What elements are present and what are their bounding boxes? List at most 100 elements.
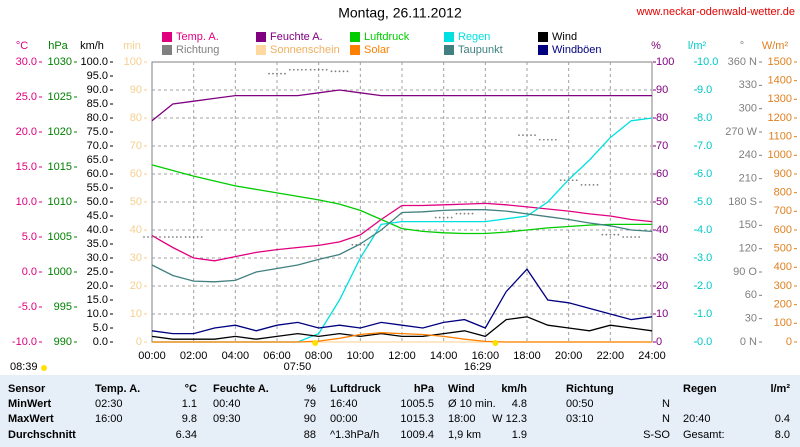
legend-label: Windböen xyxy=(552,44,602,56)
direction-dot xyxy=(567,179,570,182)
table-cell: Sensor xyxy=(8,383,46,395)
axis-unit: W/m² xyxy=(762,40,789,52)
direction-dot xyxy=(288,68,291,71)
table-cell: 16:40 xyxy=(330,398,358,410)
y-tick-label: 200 xyxy=(774,299,792,311)
y-tick-label: 600 xyxy=(774,224,792,236)
table-cell: l/m² xyxy=(770,383,790,395)
direction-dot xyxy=(450,216,453,219)
y-tick-label: 0 xyxy=(786,336,792,348)
direction-dot xyxy=(334,70,337,73)
y-tick-label: 60 xyxy=(130,168,142,180)
direction-dot xyxy=(147,236,149,238)
y-tick-label: 90 xyxy=(130,84,142,96)
y-tick-label: 30 xyxy=(130,252,142,264)
table-cell: MinWert xyxy=(8,398,52,410)
table-cell: 8.0 xyxy=(775,429,790,441)
table-cell: 6.34 xyxy=(176,429,197,441)
legend-swatch xyxy=(256,32,266,42)
table-cell: N xyxy=(662,413,670,425)
y-tick-label: -5.0 xyxy=(18,301,37,313)
axis-unit: hPa xyxy=(48,40,68,52)
y-tick-label: 300 xyxy=(774,280,792,292)
sun-duration: 08:39 xyxy=(10,361,38,373)
direction-dot xyxy=(167,236,170,238)
legend-swatch xyxy=(350,32,360,42)
y-tick-label: 20 xyxy=(656,280,668,292)
direction-dot xyxy=(609,233,612,236)
y-tick-label: 5.0 xyxy=(697,196,712,208)
y-tick-label: 2.0 xyxy=(697,280,712,292)
sun-label: 16:29 xyxy=(464,361,492,373)
table-cell: 02:30 xyxy=(95,398,123,410)
y-tick-label: 10 xyxy=(656,308,668,320)
y-tick-label: 30 xyxy=(656,252,668,264)
y-tick-label: 1000 xyxy=(768,149,792,161)
y-tick-label: 80.0 xyxy=(87,112,108,124)
y-tick-label: 70 xyxy=(130,140,142,152)
sun-icon xyxy=(41,365,47,371)
direction-dot xyxy=(143,236,145,238)
table-cell: Wind xyxy=(448,383,475,395)
y-tick-label: 80 xyxy=(130,112,142,124)
legend-label: Richtung xyxy=(176,44,219,56)
x-tick-label: 20:00 xyxy=(555,350,583,362)
source: www.neckar-odenwald-wetter.de xyxy=(636,6,795,18)
direction-dot xyxy=(268,72,270,75)
x-tick-label: 24:00 xyxy=(638,350,666,362)
y-tick-label: 1100 xyxy=(768,131,792,143)
table-cell: Richtung xyxy=(566,383,614,395)
y-tick-label: 210 xyxy=(739,173,757,185)
direction-dot xyxy=(596,183,599,186)
table-cell: S-SO xyxy=(643,429,670,441)
series-line xyxy=(151,209,653,283)
table-cell: Gesamt: xyxy=(683,429,725,441)
legend-label: Temp. A. xyxy=(176,31,219,43)
y-tick-label: 65.0 xyxy=(87,154,108,166)
y-tick-label: 500 xyxy=(774,243,792,255)
x-tick-label: 04:00 xyxy=(222,350,250,362)
series-line xyxy=(151,164,652,235)
table-cell: Durchschnitt xyxy=(8,429,76,441)
direction-dot xyxy=(434,216,437,219)
direction-dot xyxy=(634,236,637,238)
direction-dot xyxy=(276,72,278,75)
y-tick-label: 995 xyxy=(54,301,72,313)
y-tick-label: 60 xyxy=(656,168,668,180)
legend-label: Solar xyxy=(364,44,390,56)
axis-unit: % xyxy=(651,40,661,52)
table-cell: 20:40 xyxy=(683,413,711,425)
direction-dot xyxy=(463,212,466,215)
direction-dot xyxy=(438,216,441,219)
legend-swatch xyxy=(256,45,266,55)
y-tick-label: 0.0 xyxy=(697,336,712,348)
table-cell: 1,9 km xyxy=(448,429,481,441)
y-tick-label: 60 xyxy=(745,289,757,301)
direction-dot xyxy=(530,134,532,137)
y-tick-label: 70.0 xyxy=(87,140,108,152)
table-cell: 90 xyxy=(304,413,316,425)
legend-label: Regen xyxy=(458,31,490,43)
y-tick-label: 40.0 xyxy=(87,224,108,236)
table-cell: ^1.3hPa/h xyxy=(330,429,379,441)
x-tick-label: 10:00 xyxy=(347,350,375,362)
direction-dot xyxy=(313,68,316,71)
legend-swatch xyxy=(538,45,548,55)
y-tick-label: 10.0 xyxy=(87,308,108,320)
y-tick-label: 50 xyxy=(656,196,668,208)
direction-dot xyxy=(455,212,458,215)
y-tick-label: 1005 xyxy=(48,231,72,243)
y-tick-label: 15.0 xyxy=(16,161,37,173)
direction-dot xyxy=(342,70,345,73)
y-tick-label: 55.0 xyxy=(87,182,108,194)
direction-dot xyxy=(338,70,341,73)
axis-unit: km/h xyxy=(80,40,104,52)
y-tick-label: 10.0 xyxy=(16,196,37,208)
direction-dot xyxy=(151,236,153,238)
table-cell: Temp. A. xyxy=(95,383,140,395)
y-tick-label: 0.0 xyxy=(22,266,37,278)
y-tick-label: 180 S xyxy=(728,196,757,208)
direction-dot xyxy=(630,236,633,238)
table-cell: 1.1 xyxy=(182,398,197,410)
